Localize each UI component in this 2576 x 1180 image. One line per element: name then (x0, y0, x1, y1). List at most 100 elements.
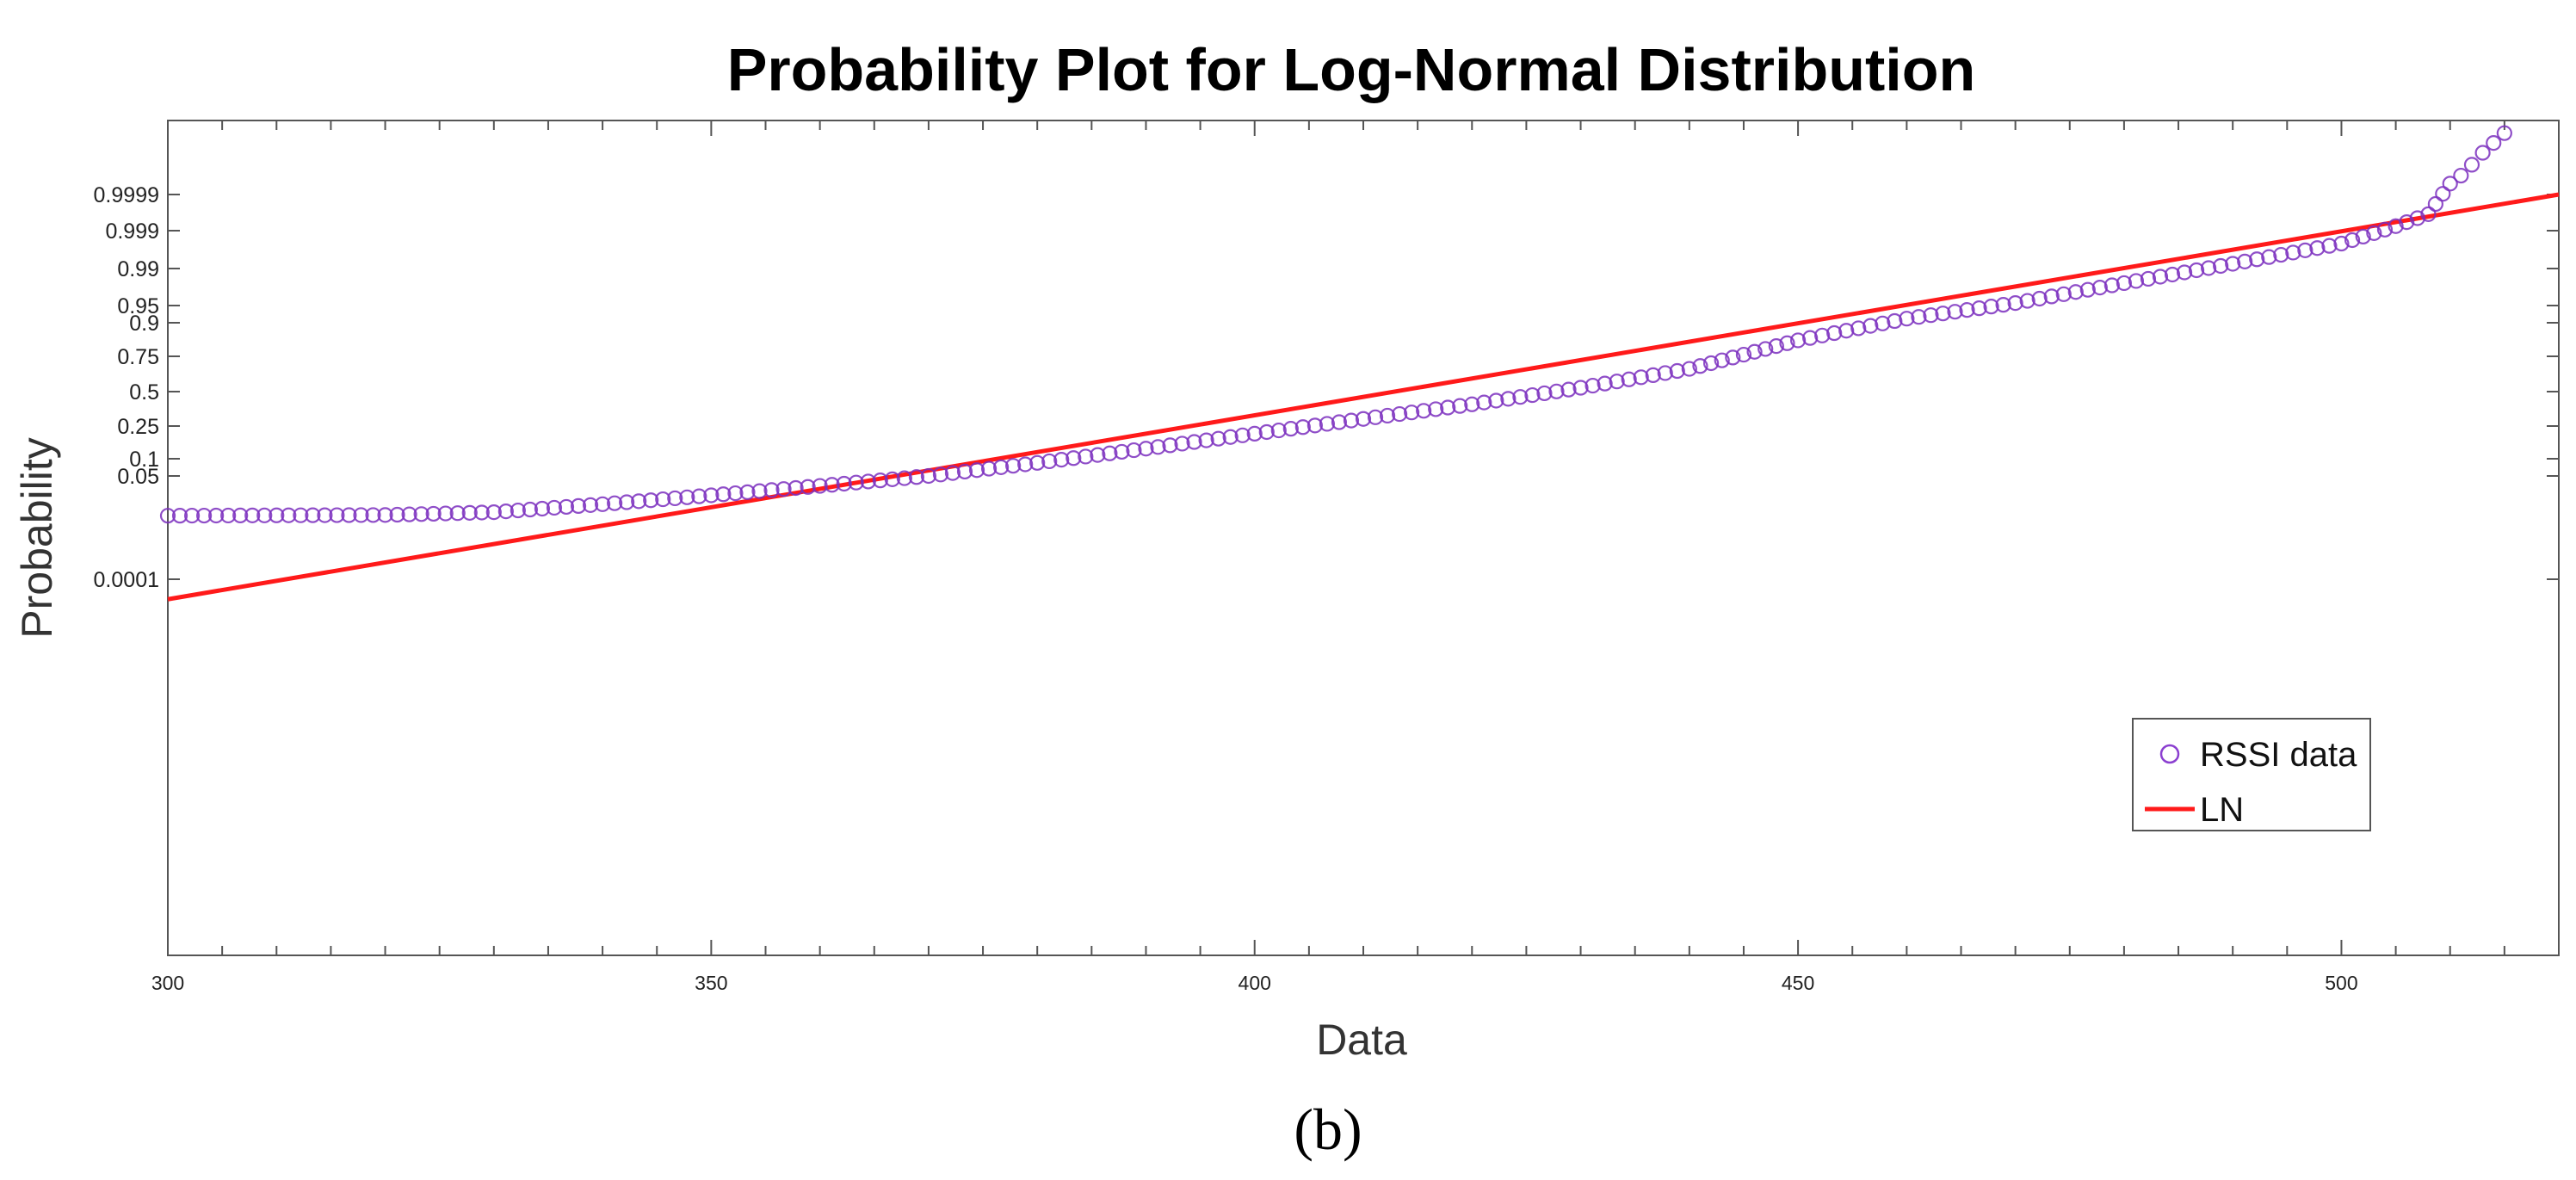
rssi-data-point (437, 505, 454, 522)
rssi-data-point (1258, 423, 1275, 441)
rssi-data-point (2366, 225, 2382, 241)
legend-box (2132, 718, 2371, 831)
rssi-data-point (2116, 275, 2133, 292)
rssi-data-point (377, 507, 393, 523)
rssi-data-point (1367, 409, 1384, 425)
rssi-data-point (1802, 330, 1819, 346)
rssi-data-point (1572, 380, 1589, 396)
rssi-data-point (691, 488, 707, 504)
rssi-data-point (594, 496, 611, 512)
rssi-data-point (171, 508, 188, 524)
rssi-data-point (1789, 332, 1807, 349)
rssi-data-point (1983, 299, 1999, 315)
rssi-data-point (2409, 210, 2425, 226)
rssi-data-point (812, 478, 828, 494)
rssi-data-point (2388, 218, 2404, 234)
rssi-data-point (2463, 157, 2480, 173)
rssi-data-point (244, 507, 261, 523)
rssi-data-point (2285, 244, 2301, 261)
rssi-data-point (1560, 381, 1577, 398)
rssi-data-point (2309, 240, 2326, 256)
rssi-data-point (1041, 453, 1058, 470)
rssi-data-point (1947, 304, 1963, 320)
rssi-data-point (2176, 264, 2193, 281)
rssi-data-point (788, 479, 804, 497)
rssi-data-point (497, 503, 514, 520)
rssi-data-point (546, 499, 563, 516)
rssi-data-point (1210, 430, 1226, 447)
rssi-data-point (667, 490, 683, 507)
rssi-data-point (305, 507, 321, 523)
y-tick-label: 0.9999 (94, 183, 159, 207)
rssi-data-point (956, 463, 973, 480)
legend-label-rssi: RSSI data (2200, 736, 2357, 774)
rssi-data-point (727, 485, 744, 502)
rssi-data-point (1536, 385, 1553, 402)
rssi-data-point (2344, 232, 2361, 249)
rssi-data-point (1585, 377, 1601, 394)
rssi-data-point (558, 498, 575, 516)
rssi-data-point (872, 473, 888, 489)
y-tick-label: 0.95 (117, 294, 159, 318)
chart-title: Probability Plot for Log-Normal Distribu… (727, 36, 1976, 103)
rssi-data-point (1270, 422, 1287, 439)
rssi-data-point (1826, 324, 1843, 342)
rssi-data-point (1428, 401, 1444, 417)
rssi-data-point (679, 489, 695, 505)
rssi-data-point (159, 508, 176, 524)
rssi-data-point (1391, 405, 1408, 423)
rssi-data-point (534, 500, 551, 517)
series-layer (159, 125, 2560, 602)
rssi-data-point (2164, 266, 2181, 283)
rssi-data-point (1779, 335, 1795, 351)
rssi-data-point (715, 486, 732, 503)
rssi-data-point (1005, 458, 1022, 474)
rssi-data-point (293, 507, 309, 523)
rssi-data-point (739, 484, 756, 500)
x-tick-label: 400 (1239, 972, 1271, 994)
y-tick-label: 0.75 (117, 345, 159, 369)
rssi-data-point (1476, 394, 1492, 411)
rssi-data-point (449, 505, 466, 522)
rssi-data-point (2420, 206, 2437, 222)
rssi-data-point (2355, 228, 2371, 245)
rssi-data-point (510, 502, 526, 519)
rssi-data-point (1702, 355, 1720, 372)
rssi-data-point (1246, 425, 1263, 442)
rssi-data-point (2376, 221, 2394, 238)
rssi-data-point (2333, 235, 2350, 252)
rssi-data-point (1355, 411, 1372, 427)
rssi-data-point (884, 471, 900, 487)
rssi-data-point (968, 462, 985, 479)
rssi-data-point (607, 495, 623, 511)
rssi-data-point (329, 507, 345, 523)
y-tick-label: 0.1 (129, 448, 159, 472)
rssi-data-point (2435, 186, 2451, 202)
rssi-data-point (1735, 346, 1752, 363)
rssi-data-point (1959, 302, 1975, 318)
rssi-data-point (932, 466, 949, 483)
rssi-data-point (2055, 286, 2072, 302)
rssi-data-point (1548, 383, 1565, 399)
rssi-data-point (2237, 253, 2253, 269)
rssi-data-point (1814, 327, 1831, 343)
rssi-data-point (800, 479, 816, 495)
rssi-data-point (848, 474, 864, 491)
rssi-data-point (1294, 419, 1311, 436)
rssi-data-point (1899, 311, 1915, 327)
rssi-data-point (920, 467, 937, 485)
rssi-data-point (2399, 214, 2415, 231)
rssi-data-point (1746, 343, 1763, 360)
rssi-data-point (269, 507, 285, 523)
rssi-data-point (570, 497, 587, 514)
rssi-data-point (751, 483, 768, 499)
rssi-data-point (703, 487, 720, 504)
rssi-data-point (908, 469, 924, 485)
rssi-data-point (1282, 421, 1299, 437)
rssi-data-point (2474, 145, 2491, 161)
rssi-data-point (2067, 284, 2084, 300)
panel-label: (b) (1294, 1097, 1362, 1162)
rssi-data-point (1017, 456, 1034, 473)
y-axis: 0.9999 0.999 0.99 0.950.9 0.75 0.5 0.25 0.10.05… (94, 183, 2559, 592)
